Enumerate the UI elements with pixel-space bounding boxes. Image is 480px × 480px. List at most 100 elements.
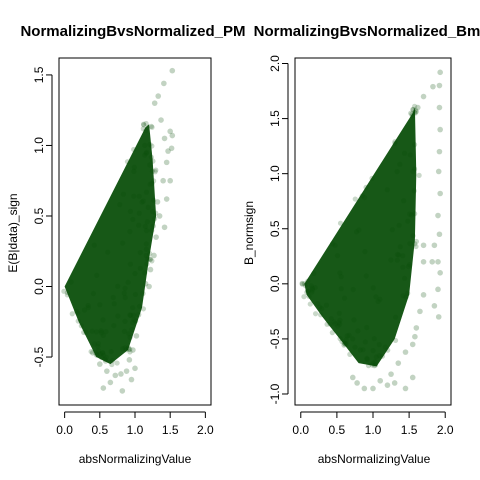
scatter-point [315, 301, 321, 307]
scatter-point [120, 191, 127, 197]
scatter-point [150, 223, 156, 229]
scatter-point [331, 319, 337, 325]
y-tick-label: -0.5 [32, 346, 46, 367]
scatter-point [149, 180, 155, 187]
scatter-point [407, 152, 413, 158]
scatter-point [410, 106, 416, 113]
scatter-point [431, 303, 438, 309]
scatter-point [384, 382, 391, 388]
scatter-point [147, 256, 153, 262]
scatter-point [92, 350, 99, 356]
scatter-point [127, 312, 133, 318]
scatter-point [435, 168, 442, 175]
scatter-point [89, 328, 95, 334]
scatter-point [373, 354, 379, 360]
scatter-point [338, 274, 344, 280]
scatter-point [126, 357, 133, 363]
scatter-point [392, 140, 398, 147]
scatter-point [370, 360, 376, 367]
scatter-point [394, 168, 400, 175]
scatter-point [147, 251, 153, 257]
scatter-point [356, 227, 362, 233]
scatter-point [103, 354, 109, 360]
scatter-point [127, 349, 133, 355]
scatter-point [361, 194, 368, 201]
scatter-point [142, 270, 148, 276]
y-tick-label: 0.5 [268, 220, 282, 237]
chart-title: NormalizingBvsNormalized_BmP [254, 23, 480, 40]
scatter-point [146, 283, 152, 290]
x-tick-label: 0.5 [329, 423, 346, 437]
plot-frame [58, 57, 212, 406]
scatter-point [131, 146, 137, 153]
scatter-point [409, 341, 416, 348]
scatter-point [352, 344, 358, 350]
scatter-point [413, 238, 420, 245]
scatter-point [372, 362, 379, 368]
scatter-point [337, 317, 343, 323]
scatter-point [412, 107, 419, 113]
scatter-point [355, 328, 361, 334]
scatter-point [329, 330, 335, 336]
scatter-point [161, 135, 168, 142]
scatter-point [102, 358, 109, 364]
x-tick-label: 0.0 [292, 423, 309, 437]
x-tick-label: 1.5 [162, 423, 179, 437]
scatter-point [401, 150, 408, 156]
x-axis-label: absNormalizingValue [79, 452, 192, 466]
scatter-point [148, 123, 154, 129]
chart-title: NormalizingBvsNormalized_PM [20, 23, 245, 40]
scatter-point [161, 224, 168, 231]
scatter-point [317, 304, 323, 310]
plot-frame [294, 57, 452, 406]
scatter-point [309, 287, 316, 293]
scatter-point [94, 352, 100, 358]
scatter-point [329, 241, 336, 247]
scatter-point [131, 312, 137, 318]
scatter-point [413, 109, 419, 115]
scatter-point [412, 103, 418, 109]
scatter-point [394, 251, 400, 258]
scatter-point [365, 363, 372, 369]
scatter-point [392, 337, 399, 344]
scatter-point [99, 350, 106, 356]
scatter-point [169, 132, 176, 139]
scatter-point [115, 283, 121, 289]
scatter-point [357, 347, 363, 353]
scatter-point [407, 262, 413, 268]
scatter-point [90, 290, 97, 297]
scatter-point [410, 106, 416, 113]
scatter-point [136, 193, 142, 199]
scatter-point [95, 348, 102, 354]
y-tick-label: 1.0 [268, 165, 282, 182]
scatter-point [123, 347, 129, 353]
scatter-point [122, 345, 128, 351]
scatter-point [98, 354, 105, 361]
scatter-point [110, 358, 116, 364]
x-tick-label: 2.0 [437, 423, 454, 437]
scatter-point [407, 211, 413, 217]
scatter-point [388, 371, 394, 377]
scatter-point [143, 252, 149, 259]
scatter-point [140, 126, 146, 132]
scatter-point [158, 117, 164, 123]
scatter-point [364, 355, 370, 362]
scatter-point [68, 279, 74, 285]
x-tick-label: 1.0 [127, 423, 144, 437]
scatter-point [132, 365, 138, 372]
scatter-point [376, 353, 382, 359]
x-tick-label: 0.0 [56, 423, 73, 437]
scatter-point [337, 321, 343, 327]
x-tick-label: 1.5 [401, 423, 418, 437]
scatter-point [337, 220, 344, 226]
scatter-point [420, 93, 427, 100]
dense-point-cloud [64, 124, 157, 365]
scatter-point [377, 296, 383, 302]
scatter-point [149, 124, 155, 130]
y-tick-label: 0.0 [268, 275, 282, 292]
scatter-point [405, 218, 411, 224]
scatter-point [334, 253, 341, 259]
scatter-point [384, 187, 390, 193]
scatter-point [343, 337, 349, 343]
